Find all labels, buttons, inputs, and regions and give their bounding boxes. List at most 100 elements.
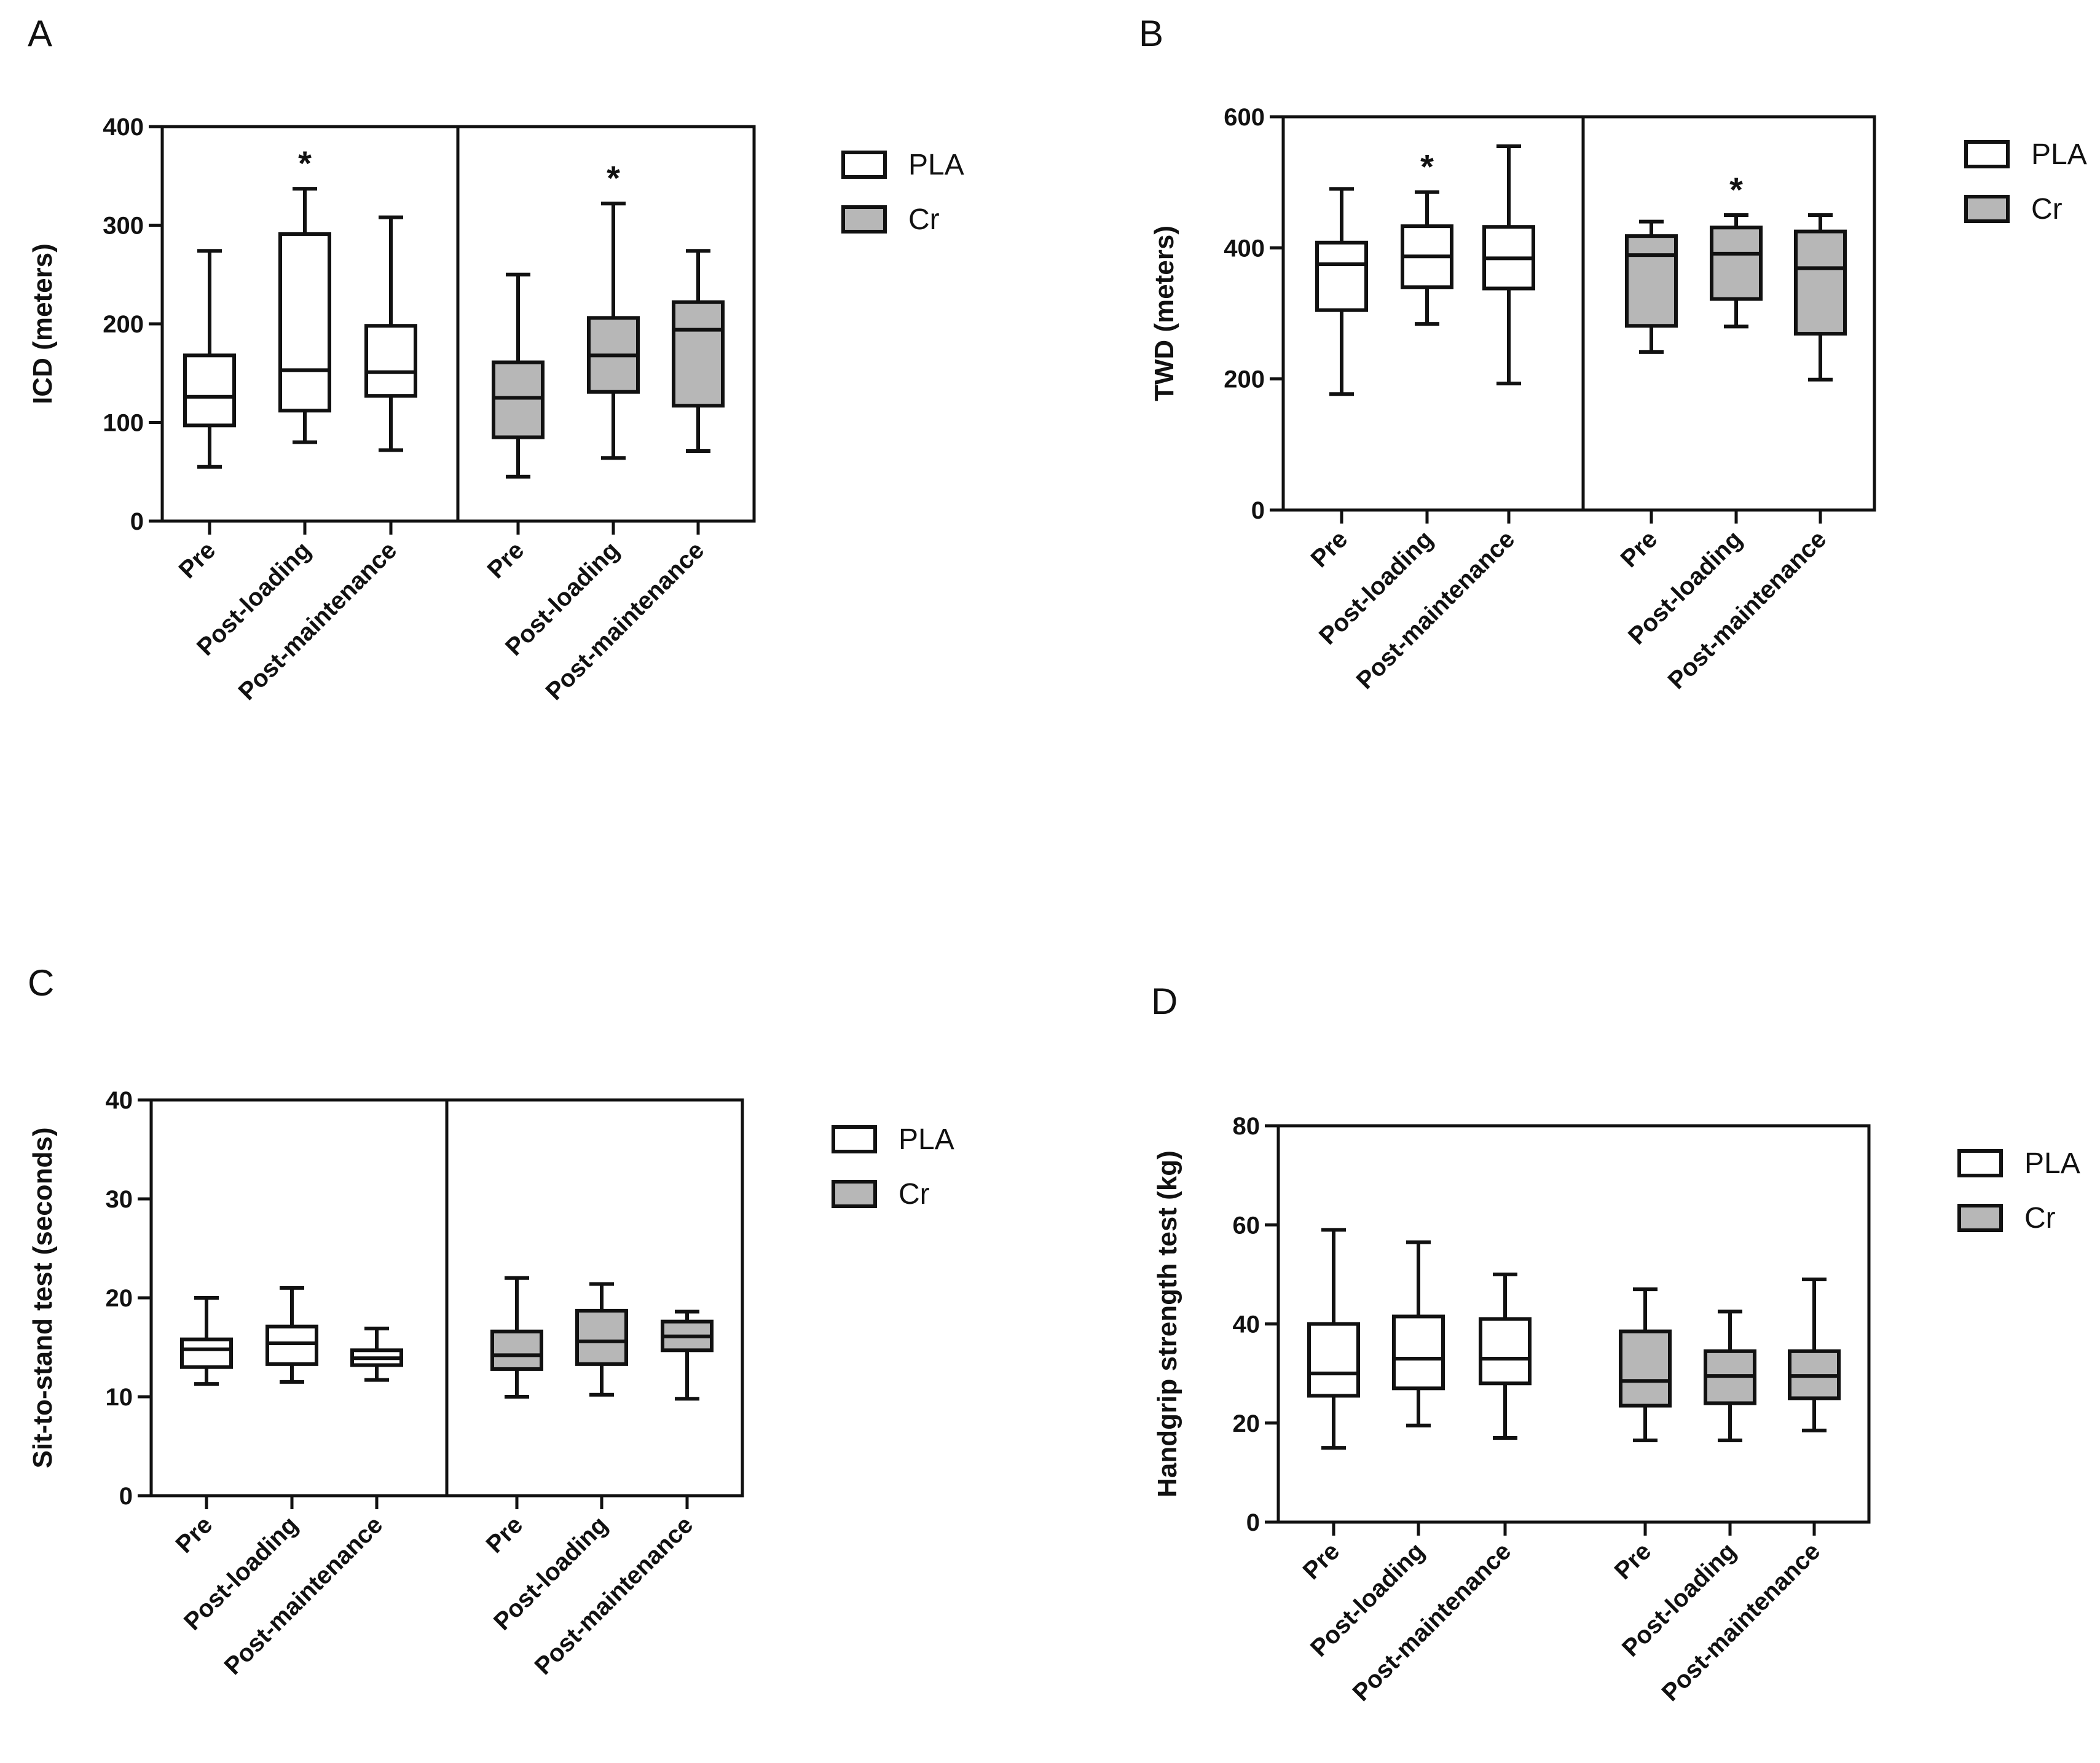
x-tick-label: Post-maintenance <box>1348 1537 1517 1706</box>
legend-swatch-cr <box>1957 1204 2003 1232</box>
panel-letter: B <box>1139 13 1163 54</box>
iqr-box <box>1315 240 1368 312</box>
panel-letter: A <box>28 13 52 54</box>
box-cr-post-maintenance <box>672 249 725 454</box>
significance-star: * <box>607 159 620 197</box>
box-pla-pre <box>1307 1228 1360 1450</box>
y-axis-title: TWD (meters) <box>1149 226 1179 401</box>
x-tick-label: Post-maintenance <box>541 536 710 705</box>
box-cr-pre <box>1619 1287 1672 1442</box>
x-tick-label: Post-maintenance <box>234 536 403 705</box>
iqr-box <box>1479 1317 1532 1386</box>
x-tick-label: Post-maintenance <box>1657 1537 1826 1706</box>
iqr-box <box>1625 234 1678 328</box>
y-tick-label: 40 <box>1233 1311 1260 1338</box>
iqr-box <box>265 1324 318 1366</box>
significance-star: * <box>1420 147 1434 186</box>
x-tick-label: Pre <box>1616 525 1663 573</box>
legend-label-pla: PLA <box>908 149 964 181</box>
box-pla-pre <box>180 1296 233 1386</box>
x-tick-label: Post-maintenance <box>1663 525 1832 694</box>
iqr-box <box>1794 229 1847 336</box>
significance-star: * <box>298 144 312 183</box>
box-pla-post-loading: * <box>278 144 331 444</box>
box-cr-post-maintenance <box>1788 1277 1841 1432</box>
iqr-box <box>672 300 725 408</box>
y-tick-label: 100 <box>103 410 144 437</box>
box-pla-post-maintenance <box>1479 1272 1532 1440</box>
panel-letter: C <box>28 962 54 1003</box>
x-tick-label: Pre <box>1298 1537 1345 1585</box>
iqr-box <box>1307 1322 1360 1398</box>
iqr-box <box>180 1337 233 1369</box>
y-tick-label: 0 <box>1251 497 1265 524</box>
panel-letter: D <box>1151 981 1178 1022</box>
box-pla-post-loading: * <box>1401 147 1453 326</box>
y-tick-label: 200 <box>103 311 144 338</box>
box-cr-post-maintenance <box>1794 213 1847 382</box>
box-cr-pre <box>1625 219 1678 354</box>
legend-label-cr: Cr <box>2031 193 2063 226</box>
y-tick-label: 0 <box>1246 1509 1260 1536</box>
iqr-box <box>490 1329 543 1371</box>
box-pla-post-maintenance <box>1482 144 1535 386</box>
x-tick-label: Post-maintenance <box>530 1511 699 1680</box>
x-tick-label: Post-maintenance <box>1351 525 1520 694</box>
y-tick-label: 300 <box>103 213 144 240</box>
y-tick-label: 20 <box>106 1285 133 1312</box>
y-tick-label: 30 <box>106 1186 133 1213</box>
significance-star: * <box>1729 170 1743 209</box>
iqr-box <box>575 1308 628 1366</box>
legend-swatch-cr <box>832 1180 877 1208</box>
legend: PLA Cr <box>1957 1147 2080 1235</box>
legend-swatch-cr <box>1964 195 2010 223</box>
box-cr-post-maintenance <box>661 1309 714 1401</box>
y-axis-title: Sit-to-stand test (seconds) <box>28 1128 58 1469</box>
y-tick-label: 400 <box>1224 235 1265 262</box>
iqr-box <box>492 360 545 439</box>
plot-frame <box>1281 115 1876 512</box>
iqr-box <box>1619 1329 1672 1408</box>
y-tick-label: 60 <box>1233 1212 1260 1239</box>
box-pla-pre <box>183 249 236 469</box>
iqr-box <box>364 324 417 398</box>
iqr-box <box>183 353 236 428</box>
box-cr-post-loading: * <box>587 159 640 460</box>
box-cr-post-loading <box>1704 1309 1756 1442</box>
x-tick-label: Pre <box>1306 525 1353 573</box>
panel-d: D 0 20 40 60 80 Handgrip strength test (kg) Pre… <box>1151 981 2080 1706</box>
iqr-box <box>1392 1314 1445 1391</box>
legend-swatch-pla <box>1964 140 2010 168</box>
box-cr-pre <box>492 272 545 479</box>
x-tick-label: Pre <box>171 1511 218 1558</box>
x-tick-label: Pre <box>1610 1537 1657 1585</box>
y-tick-label: 40 <box>106 1087 133 1114</box>
legend: PLA Cr <box>1964 138 2087 226</box>
box-pla-post-maintenance <box>350 1326 403 1382</box>
y-axis-title: ICD (meters) <box>28 243 58 404</box>
x-tick-label: Pre <box>482 536 530 584</box>
panel-c: C 0 10 20 30 40 Sit-to-stand test (seconds) Pre… <box>28 962 954 1680</box>
legend-swatch-pla <box>832 1125 877 1153</box>
legend-label-pla: PLA <box>2031 138 2087 171</box>
y-tick-label: 80 <box>1233 1113 1260 1140</box>
y-tick-label: 200 <box>1224 366 1265 393</box>
box-pla-post-loading <box>265 1286 318 1384</box>
y-tick-label: 10 <box>106 1384 133 1411</box>
box-cr-pre <box>490 1276 543 1399</box>
legend-label-cr: Cr <box>908 203 940 236</box>
box-cr-post-loading: * <box>1710 170 1763 329</box>
box-pla-pre <box>1315 187 1368 396</box>
legend-label-pla: PLA <box>899 1123 954 1156</box>
legend: PLA Cr <box>832 1123 954 1211</box>
box-pla-post-maintenance <box>364 215 417 452</box>
legend-swatch-cr <box>841 205 887 234</box>
y-axis-title: Handgrip strength test (kg) <box>1152 1150 1182 1498</box>
y-tick-label: 0 <box>119 1483 133 1510</box>
x-tick-label: Pre <box>481 1511 529 1558</box>
legend-label-pla: PLA <box>2024 1147 2080 1180</box>
legend-label-cr: Cr <box>2024 1202 2056 1235</box>
